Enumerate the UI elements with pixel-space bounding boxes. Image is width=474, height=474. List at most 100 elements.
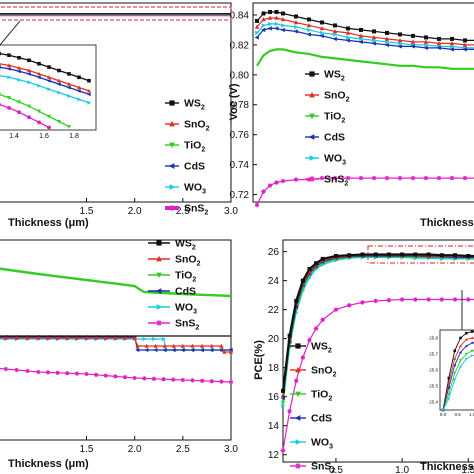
data-point-SnS2 (373, 298, 378, 304)
data-point-SnO2 (0, 63, 1, 66)
data-point-SnS2 (386, 298, 392, 303)
data-point-SnO2 (3, 335, 8, 340)
data-point-TiO2 (47, 114, 51, 119)
inset-x-tick-label: 1.0 (469, 412, 474, 417)
x-tick-label: 2.5 (176, 444, 190, 455)
data-point-SnO2 (293, 20, 299, 25)
legend-entry-SnS2: SnS2 (165, 203, 208, 217)
data-point-SnO2 (67, 81, 71, 86)
data-point-WO3 (47, 87, 52, 92)
data-point-WS2 (360, 252, 365, 257)
y-axis-label: PCE(%) (253, 340, 265, 380)
data-point-SnO2 (122, 335, 128, 340)
y-tick-label: 0.84 (230, 10, 250, 21)
data-point-WS2 (447, 376, 451, 380)
data-point-CdS (267, 26, 272, 31)
data-point-SnS2 (180, 377, 185, 383)
plot-frame (0, 2, 232, 203)
inset-x-tick-label: 1.4 (9, 133, 19, 140)
data-point-SnO2 (209, 343, 214, 348)
data-point-SnS2 (84, 371, 89, 377)
data-point-CdS (453, 363, 456, 367)
data-point-SnO2 (84, 335, 89, 340)
data-point-CdS (16, 69, 21, 74)
y-tick-label: 18 (268, 363, 280, 374)
legend-label-SnS2: SnS2 (184, 203, 208, 217)
legend-label-WS2: WS2 (311, 341, 332, 355)
x-tick-label: 2.5 (176, 206, 190, 217)
legend-label-CdS: CdS (184, 161, 205, 173)
data-point-SnS2 (439, 297, 445, 302)
data-point-SnS2 (300, 355, 306, 360)
y-tick-label: 0.78 (230, 100, 250, 111)
inset-x-tick-label: 1.6 (39, 133, 49, 140)
y-tick-label: 20 (268, 334, 280, 345)
data-point-SnS2 (397, 175, 403, 181)
legend-entry-WS2: WS2 (148, 238, 196, 252)
x-axis-label: Thickness (μm) (8, 217, 89, 229)
y-tick-label: 22 (268, 305, 280, 316)
data-point-SnS2 (37, 120, 41, 125)
inset-y-tick-label: 25.4 (429, 400, 438, 405)
y-axis-label: Voc (V) (228, 83, 240, 120)
data-point-CdS (410, 44, 415, 49)
data-point-SnO2 (153, 343, 158, 348)
data-point-SnS2 (122, 375, 128, 380)
legend-subscript: 2 (331, 468, 335, 474)
data-point-TiO2 (27, 104, 31, 109)
legend-subscript: 2 (328, 348, 332, 355)
legend-entry-SnO2: SnO2 (290, 365, 337, 379)
legend-entry-WS2: WS2 (165, 98, 205, 112)
series-line-TiO2 (256, 48, 474, 70)
data-point-SnS2 (280, 178, 286, 184)
data-point-SnS2 (254, 202, 260, 208)
data-point-WO3 (424, 42, 429, 48)
data-point-CdS (470, 341, 474, 345)
data-point-CdS (171, 347, 176, 353)
legend-subscript: 3 (342, 160, 346, 167)
data-point-CdS (254, 35, 259, 40)
series-line-SnO2 (256, 17, 474, 46)
data-point-SnS2 (261, 189, 266, 194)
data-point-SnS2 (14, 367, 19, 373)
data-point-SnS2 (333, 307, 339, 312)
legend-marker-WS2 (295, 343, 301, 349)
data-point-SnS2 (209, 379, 214, 384)
legend-label-TiO2: TiO2 (184, 140, 205, 154)
legend-entry-SnO2: SnO2 (305, 90, 350, 104)
data-point-SnO2 (267, 15, 273, 20)
data-point-SnS2 (17, 110, 21, 115)
data-point-SnO2 (57, 78, 61, 83)
data-point-SnO2 (171, 343, 176, 348)
data-point-CdS (26, 71, 31, 76)
data-point-SnS2 (161, 377, 166, 382)
data-point-CdS (332, 36, 337, 42)
inset-frame (0, 44, 97, 131)
legend-subscript: 3 (193, 309, 197, 316)
data-point-WO3 (142, 336, 147, 342)
data-point-SnO2 (449, 40, 455, 46)
data-point-SnS2 (200, 378, 205, 383)
data-point-WO3 (268, 21, 273, 27)
legend-label-SnO2: SnO2 (324, 90, 350, 104)
legend-label-CdS: CdS (311, 413, 332, 425)
data-point-CdS (144, 347, 149, 353)
data-point-WO3 (346, 35, 351, 40)
data-point-WO3 (152, 336, 157, 342)
data-point-WO3 (470, 354, 474, 358)
x-tick-label: 0.5 (329, 465, 343, 474)
data-point-WO3 (274, 21, 279, 27)
data-point-SnS2 (55, 370, 60, 375)
data-point-CdS (219, 347, 224, 353)
data-point-SnS2 (423, 175, 429, 181)
data-point-SnO2 (280, 17, 286, 22)
data-point-SnO2 (180, 343, 185, 348)
series-line-CdS (0, 66, 90, 95)
legend-label-SnS2: SnS2 (311, 461, 335, 474)
data-point-CdS (345, 38, 350, 43)
data-point-SnS2 (466, 297, 471, 302)
data-point-WS2 (372, 29, 376, 34)
data-point-SnS2 (132, 375, 137, 381)
data-point-WO3 (333, 32, 338, 37)
legend-entry-SnS2: SnS2 (290, 461, 335, 474)
